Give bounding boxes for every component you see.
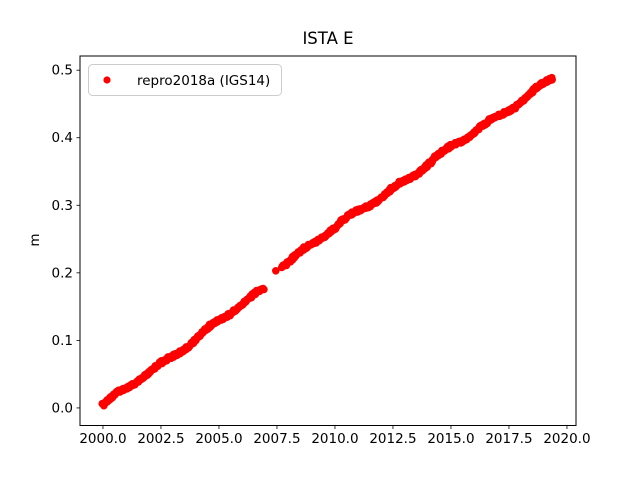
red-dot-marker-icon [103,76,111,84]
y-axis-ticks: 0.0 0.1 0.2 0.3 0.4 0.5 [52,63,80,416]
chart-title: ISTA E [302,29,353,48]
axes-spines [79,55,577,426]
y-tick-label: 0.1 [52,333,73,349]
scatter-series-repro2018a-igs14- [98,73,556,410]
scatter-series [98,73,556,410]
x-tick-label: 2005.0 [195,431,242,447]
x-tick-label: 2015.0 [427,431,474,447]
legend-box [88,64,282,96]
x-tick-label: 2020.0 [543,431,590,447]
y-tick-label: 0.5 [52,63,73,79]
x-tick-label: 2007.5 [253,431,300,447]
x-axis-ticks: 2000.0 2002.5 2005.0 2007.5 2010.0 2012.5 2015… [79,425,591,447]
x-tick-label: 2012.5 [369,431,416,447]
legend: repro2018a (IGS14) [88,64,282,96]
y-tick-label: 0.3 [52,198,73,214]
x-tick-label: 2000.0 [79,431,126,447]
isolated-scatter-point [272,267,280,275]
x-tick-label: 2017.5 [485,431,532,447]
y-tick-label: 0.2 [52,265,73,281]
legend-label: repro2018a (IGS14) [137,73,270,89]
x-tick-label: 2002.5 [137,431,184,447]
y-tick-label: 0.0 [52,400,73,416]
y-axis-label: m [27,233,43,246]
y-tick-label: 0.4 [52,130,73,146]
x-tick-label: 2010.0 [311,431,358,447]
